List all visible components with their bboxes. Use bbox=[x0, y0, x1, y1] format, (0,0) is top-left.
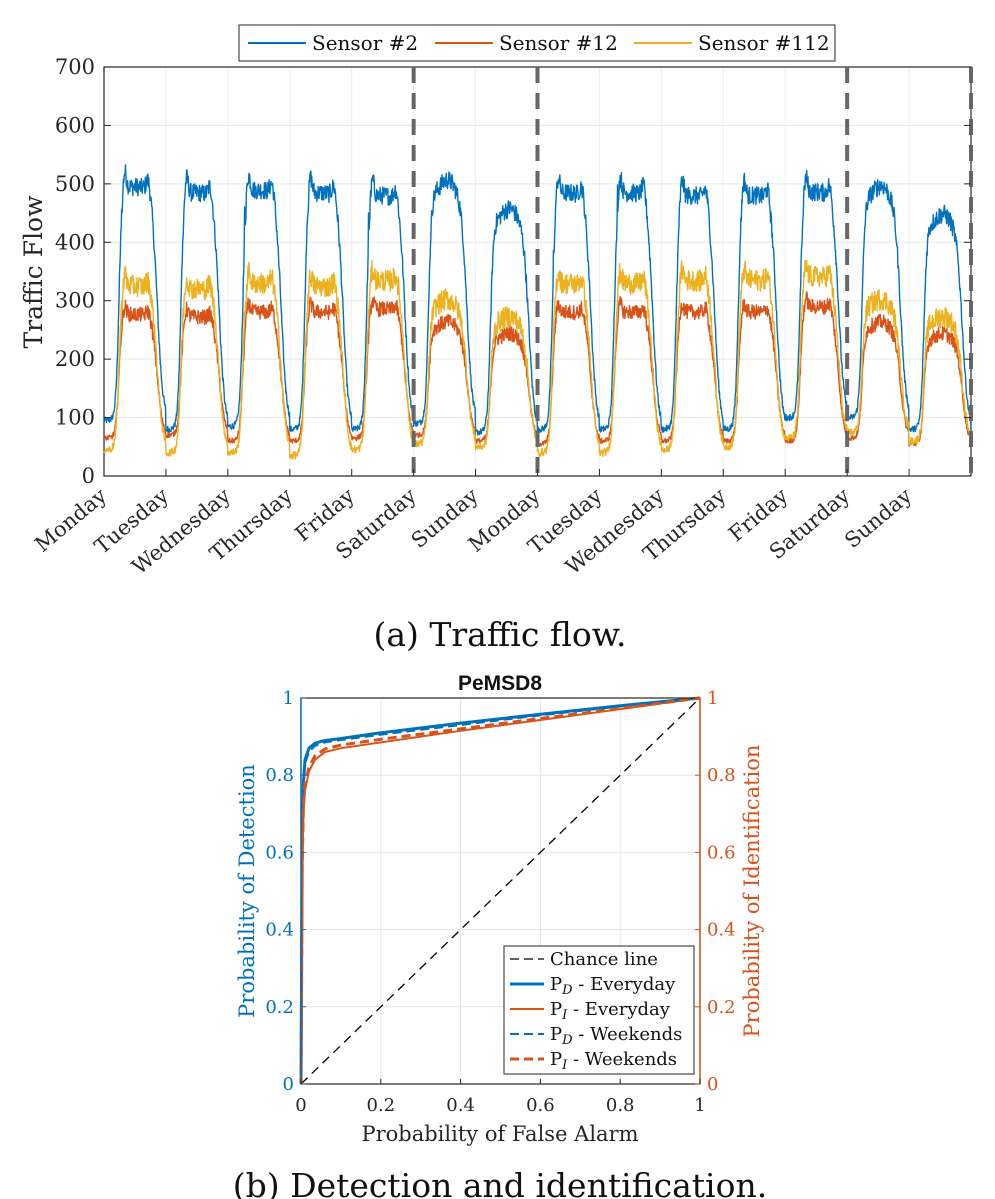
chart-b-right-y-axis-label: Probability of Identification bbox=[740, 745, 764, 1038]
legend-label-pd-weekends: PD - Weekends bbox=[550, 1024, 682, 1048]
chart-b-left-tick-label: 0.2 bbox=[265, 997, 294, 1018]
chart-b-right-tick-label: 0 bbox=[707, 1074, 718, 1095]
legend-label-pi-weekends: PI - Weekends bbox=[550, 1049, 677, 1073]
chart-a-y-tick-label: 600 bbox=[55, 113, 95, 137]
chart-b-left-tick-label: 0.8 bbox=[265, 765, 294, 786]
chart-b-right-tick-label: 0.6 bbox=[707, 842, 736, 863]
legend-label-pd-everyday: PD - Everyday bbox=[550, 974, 676, 998]
chart-a-y-tick-label: 200 bbox=[55, 347, 95, 371]
chart-a-y-tick-label: 500 bbox=[55, 172, 95, 196]
chart-b-left-y-ticks: 0 0.2 0.4 0.6 0.8 1 bbox=[265, 688, 306, 1095]
chart-b-right-tick-label: 0.2 bbox=[707, 997, 736, 1018]
chart-b-left-tick-label: 0.4 bbox=[265, 920, 294, 941]
chart-a-y-tick-label: 400 bbox=[55, 230, 95, 254]
chart-a-y-axis-label: Traffic Flow bbox=[19, 195, 48, 349]
chart-b-series bbox=[299, 696, 701, 1085]
chart-b-title: PeMSD8 bbox=[458, 672, 542, 695]
chart-b-legend: Chance line PD - Everyday PI - Everyday … bbox=[503, 945, 695, 1075]
legend-label-chance-line: Chance line bbox=[550, 949, 658, 970]
chart-b-right-y-ticks: 0 0.2 0.4 0.6 0.8 1 bbox=[695, 688, 736, 1095]
chart-b-series-line bbox=[300, 697, 701, 1085]
chart-b-x-tick-label: 0 bbox=[295, 1095, 306, 1116]
legend-label-pi-everyday: PI - Everyday bbox=[550, 999, 671, 1023]
chart-b-series-line bbox=[299, 696, 701, 1085]
chart-b-x-ticks: 0 0.2 0.4 0.6 0.8 1 bbox=[295, 1079, 706, 1116]
chart-a-legend: Sensor #2 Sensor #12 Sensor #112 bbox=[238, 24, 836, 62]
chart-b-x-tick-label: 0.8 bbox=[606, 1095, 635, 1116]
chart-b-x-tick-label: 0.4 bbox=[446, 1095, 475, 1116]
chart-a-legend-box bbox=[238, 24, 836, 62]
legend-label-sensor-12: Sensor #12 bbox=[499, 31, 618, 55]
legend-label-sensor-2: Sensor #2 bbox=[312, 31, 418, 55]
chart-b-left-tick-label: 0 bbox=[283, 1074, 294, 1095]
chart-a-y-tick-label: 0 bbox=[82, 464, 95, 488]
chart-b-left-y-axis-label: Probability of Detection bbox=[235, 764, 259, 1018]
chart-a-x-tick-label: Sunday bbox=[840, 483, 916, 552]
caption-b: (b) Detection and identification. bbox=[233, 1166, 767, 1199]
chart-a-y-tick-label: 700 bbox=[55, 55, 95, 79]
caption-a: (a) Traffic flow. bbox=[373, 615, 626, 654]
chart-a-y-tick-label: 100 bbox=[55, 406, 95, 430]
chart-a-week-separators bbox=[411, 67, 973, 476]
chart-a-x-ticks: MondayTuesdayWednesdayThursdayFridaySatu… bbox=[30, 469, 916, 579]
chart-a-y-tick-label: 300 bbox=[55, 289, 95, 313]
chart-b-right-tick-label: 0.8 bbox=[707, 765, 736, 786]
legend-label-sensor-112: Sensor #112 bbox=[698, 31, 830, 55]
chart-a-y-ticks: 0 100 200 300 400 500 600 700 bbox=[55, 55, 971, 488]
chart-b-right-tick-label: 1 bbox=[707, 688, 718, 709]
chart-b-right-tick-label: 0.4 bbox=[707, 920, 736, 941]
chart-b-left-tick-label: 1 bbox=[283, 688, 294, 709]
chart-a-series-line bbox=[103, 259, 972, 460]
traffic-flow-chart: 0 100 200 300 400 500 600 700 MondayTuesdayWedn… bbox=[19, 24, 973, 579]
chart-b-x-tick-label: 0.6 bbox=[526, 1095, 555, 1116]
chart-b-x-axis-label: Probability of False Alarm bbox=[361, 1122, 638, 1146]
roc-chart: PeMSD8 0 0.2 0.4 0.6 0.8 1 0 0.2 0.4 0.6 0.8 1 0 0.… bbox=[235, 672, 764, 1146]
chart-b-left-tick-label: 0.6 bbox=[265, 842, 294, 863]
chart-b-x-tick-label: 0.2 bbox=[366, 1095, 395, 1116]
chart-b-x-tick-label: 1 bbox=[694, 1095, 705, 1116]
chart-b-series-line bbox=[300, 697, 701, 1085]
